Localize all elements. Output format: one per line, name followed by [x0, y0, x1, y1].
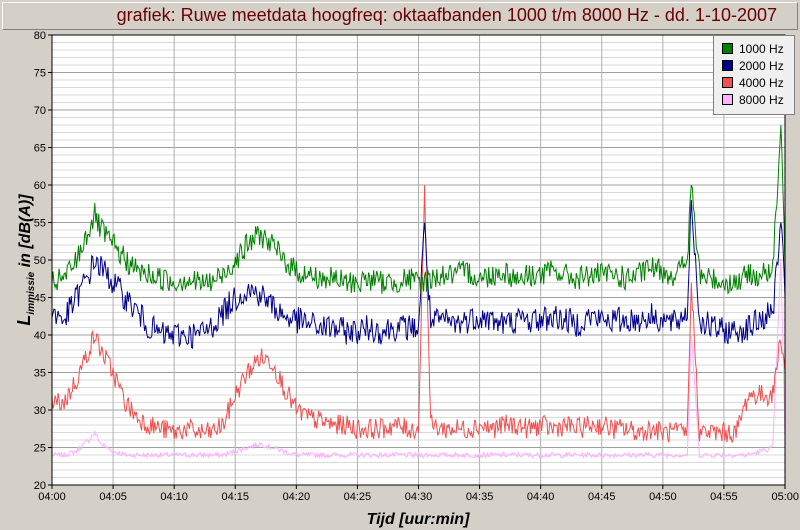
legend-swatch-2000	[722, 60, 733, 71]
x-tick-label: 05:00	[771, 491, 799, 503]
x-axis-label: Tijd [uur:min]	[367, 511, 470, 528]
y-tick-label: 25	[34, 443, 46, 455]
x-tick-label: 04:25	[344, 491, 372, 503]
legend-swatch-4000	[722, 77, 733, 88]
series-line-2000-hz	[51, 199, 786, 349]
axis-layer: 20 25 30 35 40 45 50 55 60 65 70 75 80 04:00 04:05 04:1…	[34, 30, 799, 503]
legend-label-8000: 8000 Hz	[739, 92, 784, 107]
x-tick-label: 04:50	[649, 491, 677, 503]
x-tick-label: 04:20	[283, 491, 311, 503]
y-axis-label-rest: in [dB(A)]	[17, 194, 34, 272]
x-tick-label: 04:10	[160, 491, 188, 503]
series-line-4000-hz	[51, 184, 786, 443]
legend: 1000 Hz 2000 Hz 4000 Hz 8000 Hz	[713, 35, 795, 115]
y-tick-label: 75	[34, 68, 46, 80]
y-tick-label: 35	[34, 368, 46, 380]
y-tick-label: 55	[34, 218, 46, 230]
legend-label-1000: 1000 Hz	[739, 41, 784, 56]
chart-title: grafiek: Ruwe meetdata hoogfreq: oktaafb…	[116, 5, 777, 25]
x-tick-label: 04:55	[710, 491, 738, 503]
y-tick-label: 20	[34, 480, 46, 492]
y-tick-label: 70	[34, 105, 46, 117]
legend-item-8000: 8000 Hz	[722, 91, 794, 108]
y-axis-label-sub: immissie	[26, 271, 37, 314]
legend-label-4000: 4000 Hz	[739, 75, 784, 90]
legend-item-2000: 2000 Hz	[722, 57, 794, 74]
x-tick-label: 04:35	[466, 491, 494, 503]
series-line-1000-hz	[51, 124, 786, 295]
x-tick-label: 04:05	[99, 491, 127, 503]
y-tick-label: 50	[34, 255, 46, 267]
y-tick-label: 45	[34, 293, 46, 305]
x-tick-label: 04:40	[527, 491, 555, 503]
legend-swatch-1000	[722, 43, 733, 54]
legend-swatch-8000	[722, 94, 733, 105]
grid-layer	[51, 34, 786, 486]
series-line-8000-hz	[51, 259, 786, 460]
x-tick-label: 04:15	[221, 491, 249, 503]
y-tick-label: 65	[34, 143, 46, 155]
legend-label-2000: 2000 Hz	[739, 58, 784, 73]
x-tick-label: 04:45	[588, 491, 616, 503]
y-axis-label-main: L	[14, 315, 34, 326]
y-tick-label: 30	[34, 405, 46, 417]
y-tick-label: 60	[34, 180, 46, 192]
y-axis-label: Limmissie in [dB(A)]	[14, 194, 37, 326]
legend-item-1000: 1000 Hz	[722, 40, 794, 57]
y-tick-label: 80	[34, 30, 46, 42]
x-tick-label: 04:00	[38, 491, 66, 503]
y-tick-label: 40	[34, 330, 46, 342]
legend-item-4000: 4000 Hz	[722, 74, 794, 91]
title-bar: grafiek: Ruwe meetdata hoogfreq: oktaafb…	[2, 2, 798, 30]
x-tick-label: 04:30	[405, 491, 433, 503]
series-layer	[51, 124, 786, 460]
